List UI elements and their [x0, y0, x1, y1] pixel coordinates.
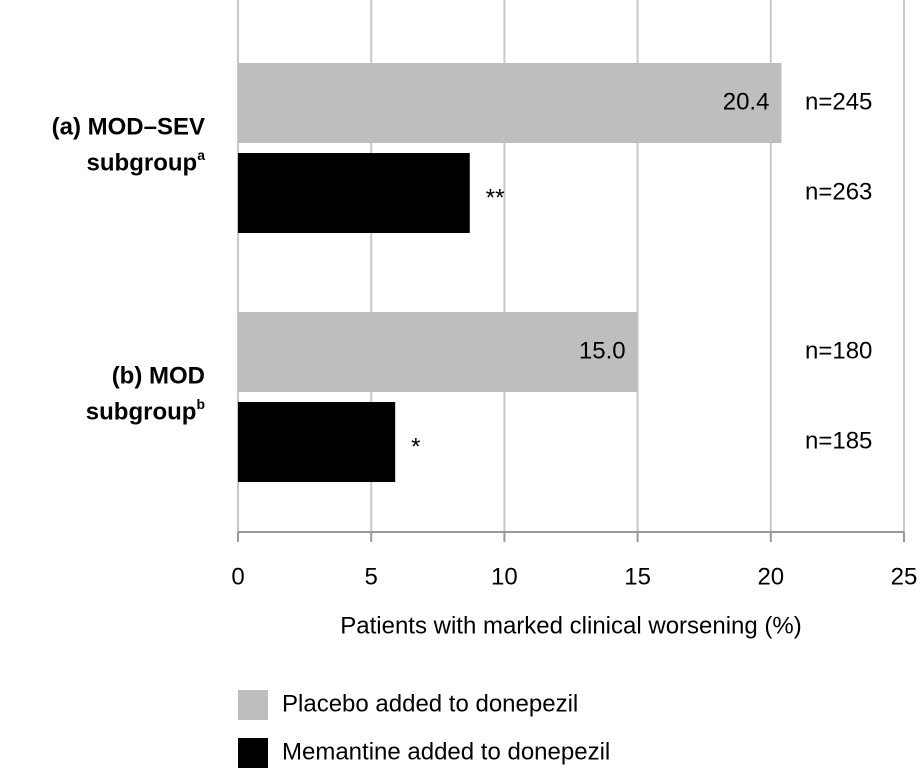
legend-label: Placebo added to donepezil [282, 690, 578, 717]
legend-swatch [238, 738, 268, 768]
bar [238, 312, 638, 392]
n-label: n=185 [805, 427, 872, 454]
category-label: subgroupb [86, 396, 205, 426]
x-tick-label: 0 [231, 563, 244, 590]
x-axis-label: Patients with marked clinical worsening … [340, 612, 802, 639]
category-label: (b) MOD [112, 362, 205, 389]
legend-label: Memantine added to donepezil [282, 738, 610, 765]
category-superscript: b [196, 396, 205, 412]
significance: * [411, 433, 420, 460]
x-tick-label: 5 [365, 563, 378, 590]
value-label: 8.7 [424, 178, 457, 205]
n-label: n=263 [805, 178, 872, 205]
legend-swatch [238, 690, 268, 720]
significance: ** [486, 184, 505, 211]
value-label: 20.4 [723, 88, 770, 115]
x-tick-label: 10 [491, 563, 518, 590]
bar [238, 402, 396, 482]
x-tick-label: 25 [891, 563, 918, 590]
category-superscript: a [197, 147, 205, 163]
n-label: n=180 [805, 337, 872, 364]
bar [238, 153, 470, 233]
value-label: 15.0 [579, 337, 626, 364]
category-label: (a) MOD–SEV [52, 113, 205, 140]
x-tick-label: 15 [624, 563, 651, 590]
x-tick-label: 20 [757, 563, 784, 590]
bar [238, 63, 782, 143]
value-label: 5.9 [350, 427, 383, 454]
n-label: n=245 [805, 88, 872, 115]
category-label: subgroupa [87, 147, 206, 177]
